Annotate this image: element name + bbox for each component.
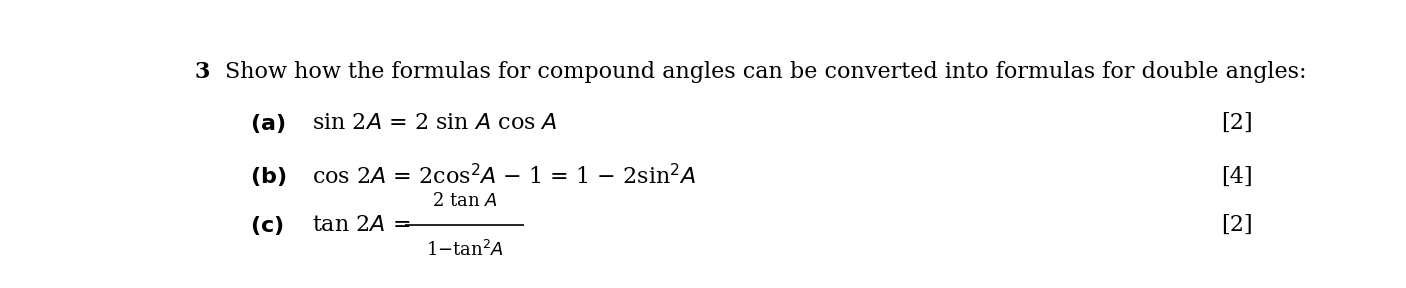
Text: [2]: [2] [1220, 214, 1253, 236]
Text: $\mathbf{(b)}$: $\mathbf{(b)}$ [250, 165, 287, 188]
Text: tan 2$A$ =: tan 2$A$ = [312, 214, 411, 236]
Text: [4]: [4] [1220, 166, 1253, 187]
Text: 3: 3 [194, 61, 209, 83]
Text: $\mathbf{(c)}$: $\mathbf{(c)}$ [250, 214, 284, 237]
Text: sin 2$A$ = 2 sin $A$ cos $A$: sin 2$A$ = 2 sin $A$ cos $A$ [312, 112, 558, 134]
Text: 1$-$tan$^2$$A$: 1$-$tan$^2$$A$ [426, 240, 503, 260]
Text: Show how the formulas for compound angles can be converted into formulas for dou: Show how the formulas for compound angle… [225, 61, 1306, 83]
Text: 2 tan $A$: 2 tan $A$ [432, 192, 498, 210]
Text: $\mathbf{(a)}$: $\mathbf{(a)}$ [250, 112, 285, 135]
Text: [2]: [2] [1220, 112, 1253, 134]
Text: cos 2$A$ = 2cos$^2$$A$ $-$ 1 = 1 $-$ 2sin$^2$$A$: cos 2$A$ = 2cos$^2$$A$ $-$ 1 = 1 $-$ 2si… [312, 164, 696, 189]
